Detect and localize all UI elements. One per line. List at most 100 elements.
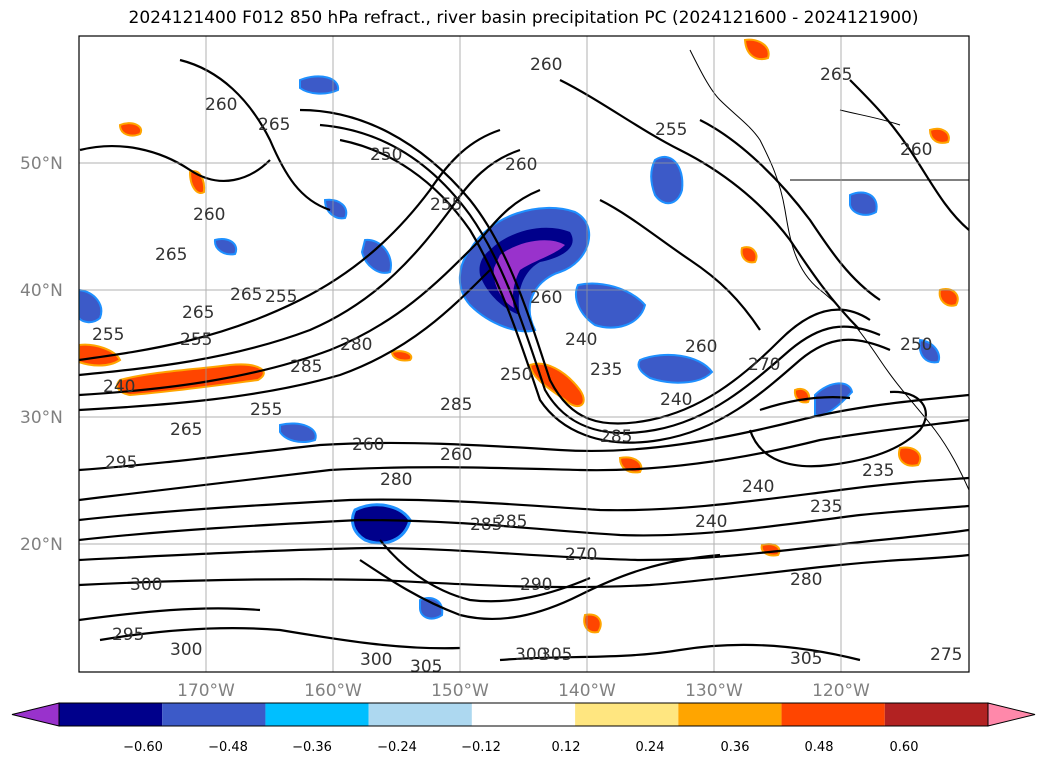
contour-label: 260 [193, 205, 225, 225]
colorbar-tick-label: 0.12 [552, 740, 581, 755]
negative-anomaly-region [419, 597, 444, 620]
positive-anomaly-region [118, 122, 143, 137]
contour-label: 290 [520, 575, 552, 595]
contour-label: 240 [742, 477, 774, 497]
contour-label: 255 [180, 330, 212, 350]
coastlines [689, 49, 969, 491]
contour-label: 295 [105, 453, 137, 473]
negative-anomaly-region [849, 191, 878, 216]
contour-label: 265 [820, 65, 852, 85]
positive-anomaly-region [583, 613, 602, 634]
contour-label: 265 [258, 115, 290, 135]
contour-label: 300 [170, 640, 202, 660]
colorbar-tick-label: 0.48 [805, 740, 834, 755]
positive-anomaly-region [928, 127, 950, 144]
colorbar-tick-label: −0.36 [292, 740, 332, 755]
positive-anomaly-region [740, 246, 758, 264]
colorbar-tick-label: −0.12 [461, 740, 501, 755]
colorbar-segment [162, 703, 266, 726]
positive-anomaly-region [898, 446, 922, 467]
colorbar-segment [265, 703, 369, 726]
contour-label: 305 [790, 649, 822, 669]
contour-label: 255 [250, 400, 282, 420]
colorbar-segment [368, 703, 472, 726]
contour-label: 250 [370, 145, 402, 165]
contour-label: 285 [495, 512, 527, 532]
contour-label: 280 [790, 570, 822, 590]
gridlines [79, 36, 969, 672]
contour-label: 255 [265, 287, 297, 307]
negative-anomaly-region [575, 282, 647, 329]
contour-label: 270 [565, 545, 597, 565]
contour-label: 260 [530, 55, 562, 75]
colorbar-tick-label: −0.60 [123, 740, 163, 755]
positive-anomaly-region [760, 543, 781, 557]
contour-label: 235 [590, 360, 622, 380]
contour-label: 235 [862, 461, 894, 481]
negative-anomaly-region [79, 288, 103, 324]
longitude-label: 140°W [558, 681, 616, 701]
contour-label: 265 [155, 245, 187, 265]
contour-label: 275 [930, 645, 962, 665]
contour-label: 305 [410, 657, 442, 677]
positive-anomaly-region [79, 343, 122, 367]
colorbar-extension-low [11, 702, 60, 727]
contour-label: 235 [810, 497, 842, 517]
contour-label: 260 [685, 337, 717, 357]
map-plot-area: 260 260 265 250 260 255 265 260 265 255 … [79, 36, 969, 677]
contour-label: 250 [900, 335, 932, 355]
negative-anomaly-peak [493, 240, 565, 308]
colorbar-tick-label: 0.36 [721, 740, 750, 755]
contour-label: 240 [660, 390, 692, 410]
contour-label: 260 [900, 140, 932, 160]
contour-label: 260 [530, 288, 562, 308]
colorbar-ticks: −0.60 −0.48 −0.36 −0.24 −0.12 0.12 0.24 … [123, 740, 918, 755]
positive-anomaly-region [390, 350, 413, 362]
longitude-label: 170°W [177, 681, 235, 701]
latitude-label: 30°N [20, 408, 63, 428]
contour-label: 250 [500, 365, 532, 385]
contour-label: 265 [170, 420, 202, 440]
colorbar-tick-label: −0.24 [377, 740, 417, 755]
map-frame [78, 35, 970, 673]
contour-label: 300 [130, 575, 162, 595]
latitude-label: 50°N [20, 154, 63, 174]
contour-label: 260 [352, 435, 384, 455]
negative-anomaly-region [351, 503, 412, 545]
colorbar-segment [781, 703, 885, 726]
contour-label: 265 [182, 303, 214, 323]
contour-labels: 260 260 265 250 260 255 265 260 265 255 … [92, 55, 962, 677]
contour-label: 240 [103, 377, 135, 397]
negative-anomaly-region [650, 155, 684, 205]
contour-label: 285 [440, 395, 472, 415]
colorbar-segment [59, 703, 163, 726]
contour-label: 300 [515, 645, 547, 665]
colorbar-outline [58, 702, 989, 727]
longitude-label: 150°W [431, 681, 489, 701]
colorbar-segment [884, 703, 988, 726]
colorbar-tick-label: 0.60 [890, 740, 919, 755]
negative-anomaly-region [299, 75, 340, 95]
colorbar-extension-high [987, 702, 1036, 727]
longitude-label: 160°W [304, 681, 362, 701]
contour-label: 240 [565, 330, 597, 350]
contour-label: 285 [600, 427, 632, 447]
refractivity-contours [79, 58, 969, 662]
contour-label: 265 [230, 285, 262, 305]
latitude-label: 20°N [20, 535, 63, 555]
colorbar-tick-label: 0.24 [636, 740, 665, 755]
colorbar-segment [575, 703, 679, 726]
latitude-label: 40°N [20, 281, 63, 301]
positive-anomaly-region [116, 363, 265, 397]
contour-label: 260 [205, 95, 237, 115]
colorbar-segment [678, 703, 782, 726]
contour-label: 295 [112, 625, 144, 645]
contour-label: 300 [360, 650, 392, 670]
negative-anomaly-region [637, 353, 714, 384]
negative-anomaly-region [918, 338, 940, 364]
negative-anomaly-region [279, 422, 317, 443]
colorbar-segment [471, 703, 576, 726]
colorbar [11, 702, 1036, 727]
contour-label: 285 [290, 357, 322, 377]
